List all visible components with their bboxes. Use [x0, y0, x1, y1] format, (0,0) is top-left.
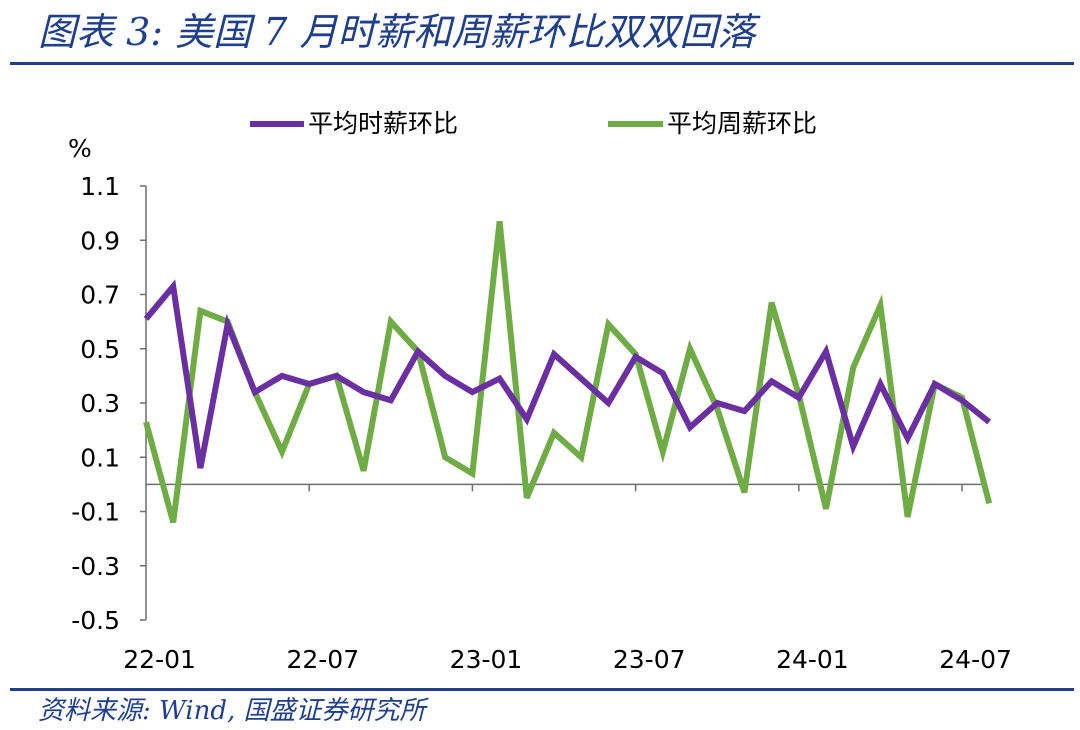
source-note: 资料来源: Wind, 国盛证券研究所 [38, 696, 426, 726]
series-layer [143, 220, 993, 524]
y-axis-unit: % [68, 134, 92, 163]
y-tick-label: 0.7 [80, 281, 120, 310]
figure-title: 图表 3: 美国 7 月时薪和周薪环比双双回落 [38, 10, 756, 54]
y-tick-label: -0.1 [71, 498, 120, 527]
x-tick-label: 22-01 [123, 645, 196, 674]
x-tick-label: 23-01 [450, 645, 523, 674]
x-tick-label: 24-07 [939, 645, 1012, 674]
series-line-hourly [143, 279, 992, 469]
y-tick-label: 0.9 [80, 226, 120, 255]
legend-label-weekly: 平均周薪环比 [667, 109, 817, 138]
x-tick-label: 23-07 [613, 645, 686, 674]
y-tick-label: 0.1 [80, 443, 120, 472]
axes: 1.1 0.9 0.7 0.5 0.3 0.1 -0.1 -0.3 -0.522-01 22-07… [71, 172, 1012, 674]
y-tick-label: 0.5 [80, 335, 120, 364]
x-tick-label: 24-01 [776, 645, 849, 674]
x-tick-label: 22-07 [286, 645, 359, 674]
legend: 平均时薪环比 平均周薪环比 [250, 109, 817, 138]
y-tick-label: -0.5 [71, 606, 120, 635]
series-line-weekly [143, 220, 993, 524]
y-tick-label: -0.3 [71, 552, 120, 581]
title-divider [10, 62, 1074, 65]
footer-divider [10, 688, 1074, 691]
legend-label-hourly: 平均时薪环比 [308, 109, 458, 138]
y-tick-label: 0.3 [80, 389, 120, 418]
y-tick-label: 1.1 [80, 172, 120, 201]
